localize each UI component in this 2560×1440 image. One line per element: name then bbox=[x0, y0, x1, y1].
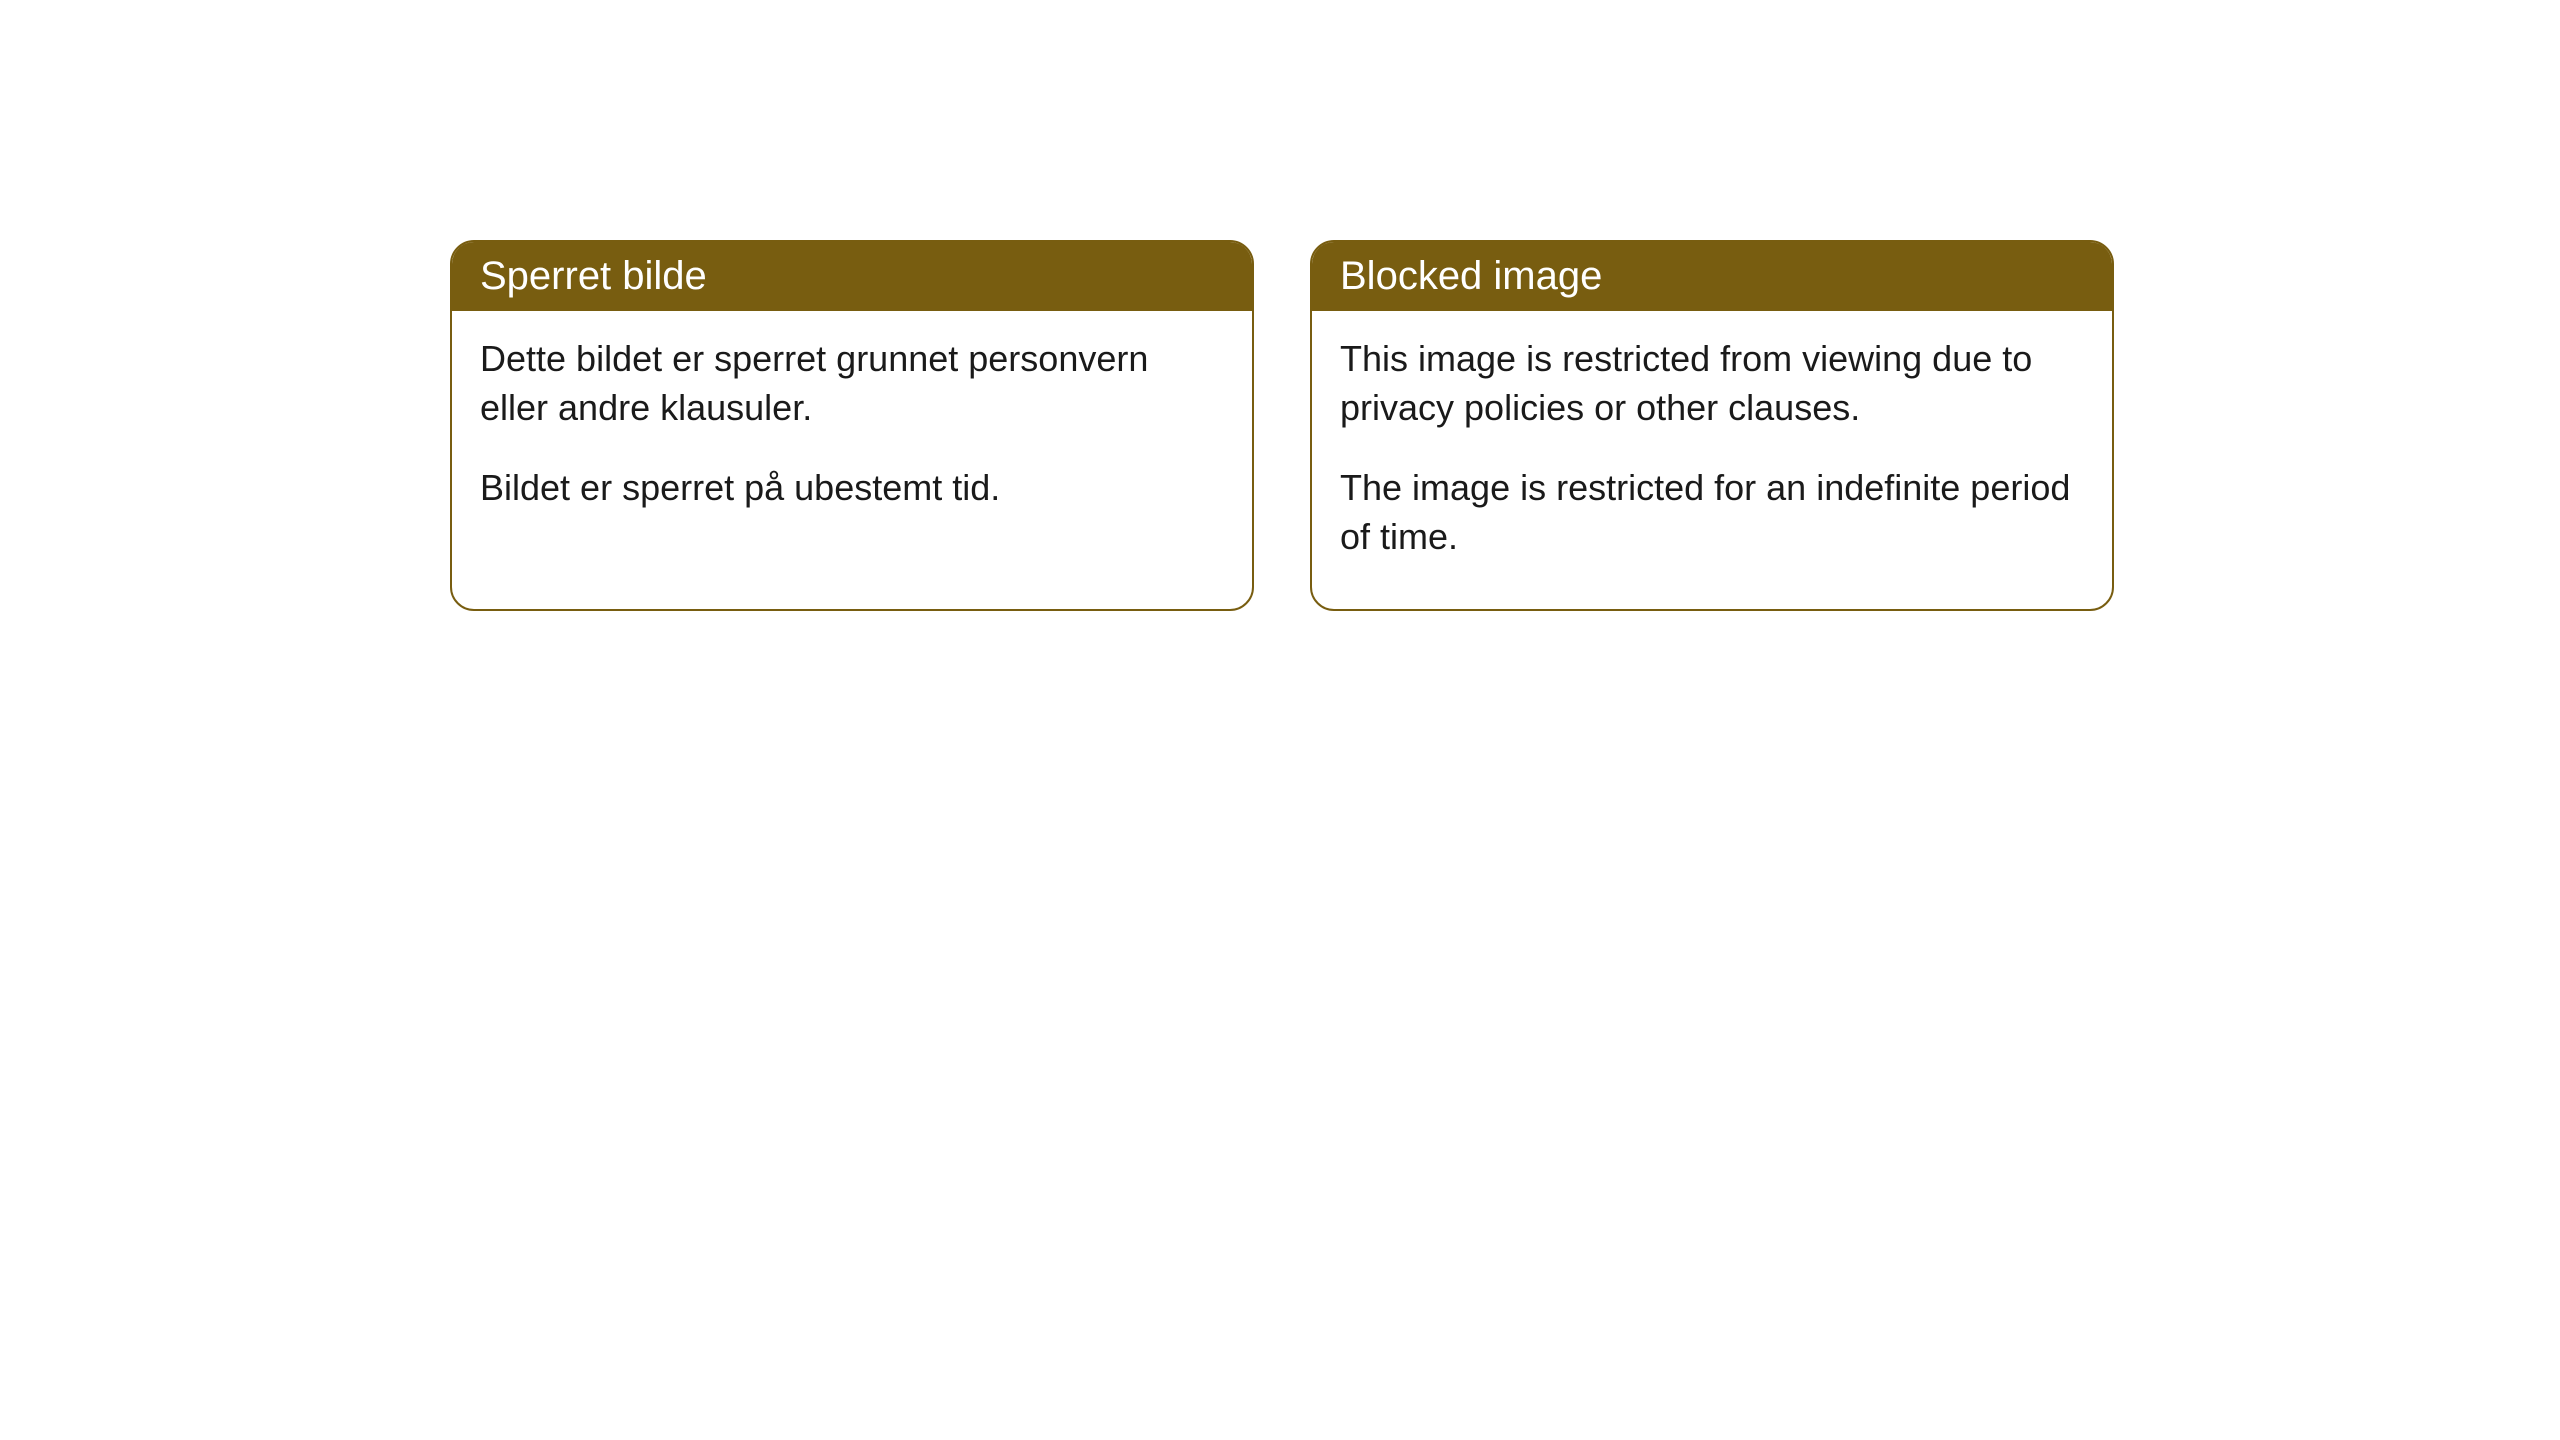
card-title: Blocked image bbox=[1312, 242, 2112, 311]
blocked-image-card-norwegian: Sperret bilde Dette bildet er sperret gr… bbox=[450, 240, 1254, 611]
card-body: This image is restricted from viewing du… bbox=[1312, 311, 2112, 609]
card-paragraph: The image is restricted for an indefinit… bbox=[1340, 464, 2084, 561]
card-body: Dette bildet er sperret grunnet personve… bbox=[452, 311, 1252, 561]
blocked-image-card-english: Blocked image This image is restricted f… bbox=[1310, 240, 2114, 611]
card-paragraph: Dette bildet er sperret grunnet personve… bbox=[480, 335, 1224, 432]
notification-cards-container: Sperret bilde Dette bildet er sperret gr… bbox=[450, 240, 2560, 611]
card-paragraph: Bildet er sperret på ubestemt tid. bbox=[480, 464, 1224, 513]
card-paragraph: This image is restricted from viewing du… bbox=[1340, 335, 2084, 432]
card-title: Sperret bilde bbox=[452, 242, 1252, 311]
